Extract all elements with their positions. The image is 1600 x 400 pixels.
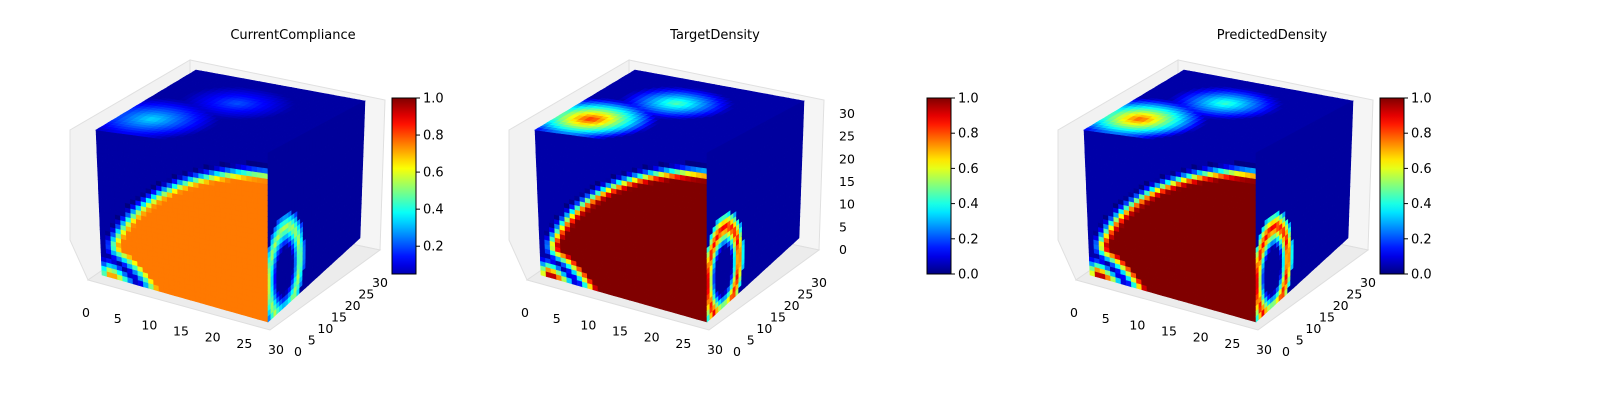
front-cell: [226, 304, 233, 313]
front-cell: [241, 309, 248, 317]
front-cell: [257, 313, 264, 321]
x-tick-label: 15: [173, 324, 189, 339]
front-cell: [221, 303, 227, 311]
front-cell: [210, 300, 217, 308]
front-cell: [644, 299, 651, 307]
front-cell: [654, 301, 661, 310]
front-cell: [670, 306, 677, 314]
colorbar-tick-label: 1.0: [423, 92, 444, 107]
front-cell: [613, 290, 620, 298]
colorbar-tick-label: 0.8: [423, 129, 444, 144]
front-cell: [691, 312, 697, 320]
colorbar-tick-label: 0.2: [423, 240, 444, 255]
front-cell: [701, 162, 708, 170]
panel-title: TargetDensity: [669, 28, 760, 43]
front-cell: [262, 314, 269, 323]
x-tick-label: 10: [141, 317, 157, 332]
front-cell: [205, 299, 212, 307]
y-tick-label: 30: [372, 275, 388, 290]
front-cell: [262, 162, 269, 170]
front-cell: [649, 300, 656, 308]
front-cell: [174, 290, 181, 298]
x-tick-label: 0: [82, 305, 90, 320]
top-face: [95, 69, 366, 154]
front-cell: [215, 301, 222, 310]
front-cell: [696, 313, 703, 321]
front-cell: [675, 307, 682, 316]
front-cell: [665, 304, 672, 313]
x-tick-label: 25: [236, 336, 252, 351]
colorbar: [391, 97, 417, 275]
front-cell: [252, 312, 258, 320]
front-face: [534, 129, 708, 323]
front-cell: [246, 310, 253, 319]
x-tick-label: 20: [205, 330, 221, 345]
front-cell: [680, 309, 687, 317]
front-cell: [659, 303, 666, 311]
panel-title: CurrentCompliance: [230, 28, 355, 43]
front-cell: [236, 307, 243, 316]
colorbar-tick-label: 0.6: [423, 166, 444, 181]
front-cell: [158, 286, 165, 293]
front-cell: [231, 306, 238, 314]
front-face: [95, 129, 269, 323]
y-tick-label: 0: [294, 344, 302, 359]
front-cell: [685, 310, 692, 319]
front-cell: [597, 286, 604, 293]
x-tick-label: 5: [114, 311, 122, 326]
y-tick-label: 5: [308, 333, 316, 348]
colorbar-tick-label: 0.4: [423, 203, 444, 218]
x-tick-label: 30: [268, 342, 284, 357]
front-cell: [701, 314, 708, 323]
